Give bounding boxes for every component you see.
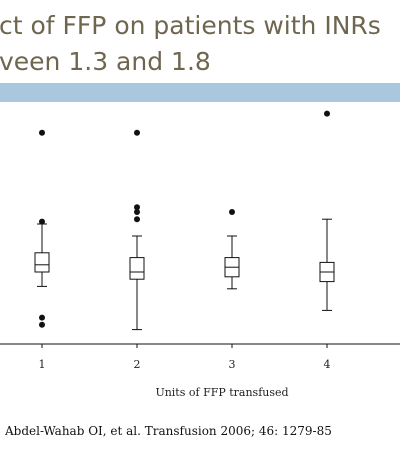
box-group-1 — [34, 129, 50, 328]
outlier-point — [134, 209, 140, 215]
x-tick-label: 1 — [39, 358, 46, 371]
outlier-point — [229, 209, 235, 215]
outlier-point — [39, 321, 45, 328]
slide-title-line-1: ct of FFP on patients with INRs — [0, 11, 381, 40]
x-tick-label: 3 — [229, 358, 236, 371]
outlier-point — [39, 129, 45, 136]
x-tick-label: 4 — [324, 358, 331, 371]
outlier-point — [134, 204, 140, 211]
x-axis-ticks: 1 2 3 4 — [39, 344, 331, 371]
outlier-point — [39, 218, 45, 225]
box-iqr — [129, 257, 145, 280]
slide-title: ct of FFP on patients with INRs veen 1.3… — [0, 8, 400, 80]
box-plot: 1 2 3 4 Units of FFP transfused — [0, 110, 400, 399]
citation-text: Abdel-Wahab OI, et al. Transfusion 2006;… — [5, 424, 332, 438]
box-plot-series — [34, 110, 335, 331]
box-group-3 — [224, 209, 240, 290]
title-accent-bar — [0, 83, 400, 102]
slide-title-line-2: veen 1.3 and 1.8 — [0, 47, 211, 76]
outlier-point — [134, 129, 140, 136]
box-group-4 — [319, 110, 335, 311]
x-tick-label: 2 — [134, 358, 141, 371]
box-iqr — [34, 252, 50, 273]
outlier-point — [39, 314, 45, 321]
box-group-2 — [129, 129, 145, 331]
x-axis-label: Units of FFP transfused — [155, 386, 288, 399]
outlier-point — [134, 216, 140, 223]
outlier-point — [324, 110, 330, 117]
